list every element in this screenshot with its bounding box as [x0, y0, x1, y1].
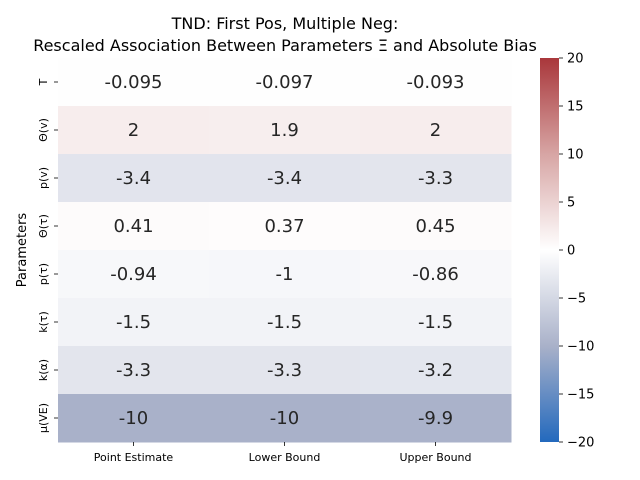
- cell-value-label: 2: [128, 120, 139, 141]
- cell-value-label: 0.41: [113, 216, 153, 237]
- heatmap-cell: [58, 298, 210, 347]
- cell-value-label: -1.5: [116, 312, 151, 333]
- cell-value-label: -3.4: [267, 168, 302, 189]
- row-tick-label: k(τ): [37, 311, 50, 333]
- row-tick-label: μ(VE): [37, 403, 50, 433]
- colorbar-tick-label: −20: [567, 436, 594, 451]
- heatmap-cell: [360, 106, 512, 155]
- heatmap-cell: [58, 58, 210, 107]
- cell-value-label: 2: [430, 120, 441, 141]
- heatmap-cell: [360, 154, 512, 203]
- cell-value-label: -3.4: [116, 168, 151, 189]
- heatmap-cell: [209, 250, 361, 299]
- cell-value-label: 0.37: [264, 216, 304, 237]
- row-tick-label: Θ(v): [37, 118, 50, 142]
- heatmap-cell: [58, 202, 210, 251]
- cell-value-label: -0.093: [406, 72, 464, 93]
- cell-value-label: 1.9: [270, 120, 299, 141]
- row-tick-label: p(τ): [37, 263, 50, 285]
- cell-value-label: -3.3: [418, 168, 453, 189]
- y-axis-label: Parameters: [15, 213, 30, 288]
- colorbar-ticks: 20 15 10 5 0 −5 −10 −15 −20: [559, 52, 594, 451]
- colorbar-tick-label: −5: [567, 292, 586, 307]
- row-tick-label: p(v): [37, 167, 50, 189]
- heatmap-cell: [58, 106, 210, 155]
- heatmap-cell: [360, 298, 512, 347]
- colorbar: [540, 58, 559, 442]
- colorbar-tick-label: 10: [567, 148, 584, 163]
- heatmap-cell: [58, 394, 210, 443]
- heatmap-cell: [209, 346, 361, 395]
- cell-value-label: -1.5: [418, 312, 453, 333]
- chart-title-line-1: TND: First Pos, Multiple Neg:: [171, 14, 399, 33]
- heatmap-cell: [360, 346, 512, 395]
- row-tick-label: k(α): [37, 359, 50, 381]
- row-tick-label: T: [37, 78, 50, 86]
- cell-value-label: -3.3: [116, 360, 151, 381]
- chart-title-line-2: Rescaled Association Between Parameters …: [33, 36, 537, 55]
- cell-value-label: -10: [270, 408, 299, 429]
- cell-value-label: -1: [276, 264, 294, 285]
- cell-value-label: -10: [119, 408, 148, 429]
- cell-value-label: -0.94: [110, 264, 157, 285]
- heatmap-cell: [360, 394, 512, 443]
- heatmap-cell: [360, 58, 512, 107]
- cell-value-label: -0.86: [412, 264, 459, 285]
- cell-value-label: -0.097: [255, 72, 313, 93]
- heatmap-cell: [58, 346, 210, 395]
- heatmap-cell: [209, 58, 361, 107]
- column-tick-label: Lower Bound: [249, 451, 321, 464]
- row-tick-label: Θ(τ): [37, 214, 50, 238]
- heatmap-cell: [209, 394, 361, 443]
- heatmap-cell: [209, 298, 361, 347]
- heatmap-cell: [58, 250, 210, 299]
- heatmap-cell: [360, 250, 512, 299]
- cell-value-label: 0.45: [415, 216, 455, 237]
- colorbar-tick-label: −10: [567, 340, 594, 355]
- heatmap-cell: [209, 154, 361, 203]
- column-tick-labels: Point Estimate Lower Bound Upper Bound: [94, 442, 472, 464]
- heatmap-cell: [360, 202, 512, 251]
- colorbar-tick-label: 15: [567, 100, 584, 115]
- cell-value-label: -3.3: [267, 360, 302, 381]
- colorbar-tick-label: 20: [567, 52, 584, 67]
- cell-value-label: -9.9: [418, 408, 453, 429]
- cell-value-label: -0.095: [104, 72, 162, 93]
- colorbar-tick-label: −15: [567, 388, 594, 403]
- cell-value-label: -1.5: [267, 312, 302, 333]
- heatmap-cell: [209, 202, 361, 251]
- cell-value-label: -3.2: [418, 360, 453, 381]
- column-tick-label: Point Estimate: [94, 451, 174, 464]
- heatmap-cells: -0.095 -0.097 -0.093 2 1.9 2 -3.4 -3.4 -3.3 0.41 0…: [58, 58, 512, 443]
- heatmap-cell: [58, 154, 210, 203]
- row-tick-labels: T Θ(v) p(v) Θ(τ) p(τ) k(τ) k(α) μ(VE): [37, 78, 58, 433]
- colorbar-tick-label: 5: [567, 196, 575, 211]
- column-tick-label: Upper Bound: [399, 451, 471, 464]
- colorbar-tick-label: 0: [567, 244, 575, 259]
- heatmap-cell: [209, 106, 361, 155]
